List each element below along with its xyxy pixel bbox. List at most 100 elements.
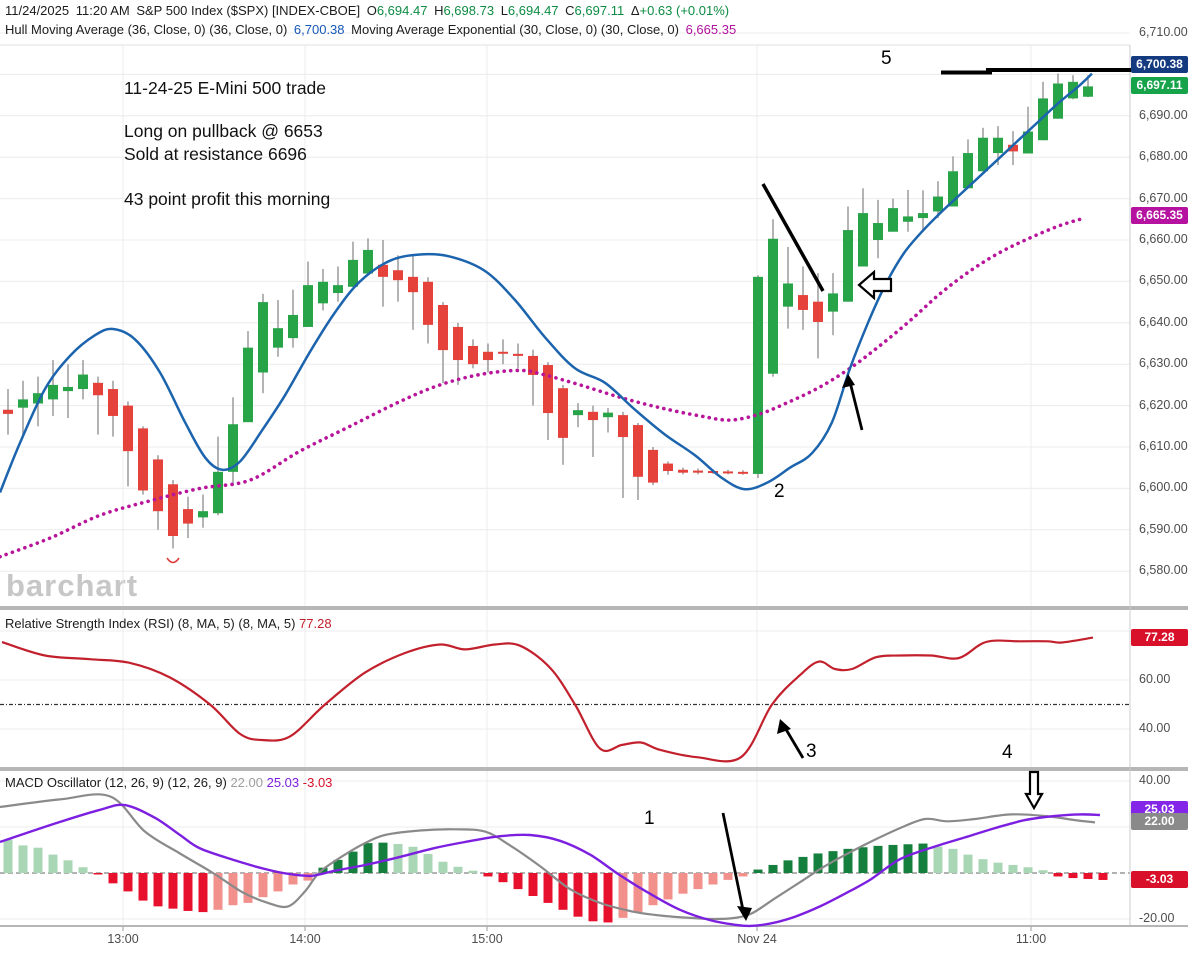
macd-histogram-bar — [1068, 873, 1078, 879]
candle — [1053, 83, 1063, 119]
macd-histogram-bar — [468, 870, 478, 873]
candle — [618, 415, 628, 438]
hull-ma-value: 6,700.38 — [293, 22, 345, 37]
macd-histogram-bar — [723, 873, 733, 880]
macd-histogram-bar — [483, 873, 493, 877]
macd-title-label: MACD Oscillator (12, 26, 9) (12, 26, 9) — [5, 775, 227, 790]
candle — [78, 374, 88, 390]
candle — [18, 399, 28, 408]
candle — [33, 393, 43, 404]
macd-histogram-bar — [378, 842, 388, 873]
trade-note-line-1: 11-24-25 E-Mini 500 trade — [124, 78, 327, 98]
rsi-axis-label: 60.00 — [1139, 672, 1171, 686]
price-axis-label: 6,640.00 — [1139, 314, 1188, 329]
macd-histogram-bar — [228, 873, 238, 906]
swing-low-red-arc — [166, 557, 180, 564]
candle — [243, 347, 253, 423]
macd-histogram-bar — [78, 867, 88, 873]
candle — [153, 459, 163, 512]
price-axis-label: 6,620.00 — [1139, 397, 1188, 412]
macd-histogram-bar — [603, 873, 613, 923]
macd-histogram-bar — [1053, 873, 1063, 877]
macd-histogram-bar — [903, 844, 913, 873]
macd-histogram-bar — [648, 873, 658, 906]
candle — [168, 484, 178, 537]
annotation-label-4: 4 — [1002, 742, 1013, 763]
macd-histogram-bar — [753, 869, 763, 873]
trade-note-line-3: Sold at resistance 6696 — [124, 144, 307, 164]
ema-value: 6,665.35 — [685, 22, 737, 37]
macd-histogram-bar — [333, 859, 343, 873]
header-date: 11/24/2025 — [5, 3, 70, 18]
candle — [588, 411, 598, 421]
candle — [648, 449, 658, 483]
candle — [483, 351, 493, 361]
candle — [513, 353, 523, 356]
candle — [333, 285, 343, 293]
candle — [303, 285, 313, 327]
candle — [273, 328, 283, 348]
axis-value-badge: 6,665.35 — [1131, 207, 1188, 224]
macd-histogram-bar — [243, 873, 253, 903]
candle — [858, 213, 868, 267]
arrow-annotation — [848, 381, 864, 431]
macd-signal-line — [0, 803, 1101, 928]
arrow-head — [777, 719, 791, 734]
x-axis-border — [0, 925, 1188, 927]
macd-histogram-bar — [993, 862, 1003, 873]
header-time: 11:20 AM — [75, 3, 130, 18]
candle — [3, 409, 13, 414]
hollow-left-arrow-annotation — [857, 269, 893, 301]
trendline-annotation — [761, 183, 825, 292]
macd-histogram-bar — [453, 866, 463, 873]
rsi-axis-label: 40.00 — [1139, 721, 1171, 735]
macd-histogram-bar — [873, 845, 883, 873]
hull-ma-line — [0, 72, 1093, 494]
macd-histogram-bar — [558, 873, 568, 910]
macd-histogram-bar — [123, 873, 133, 892]
candle — [363, 249, 373, 274]
macd-histogram-bar — [888, 844, 898, 873]
macd-histogram-bar — [108, 873, 118, 884]
macd-histogram-bar — [738, 873, 748, 877]
macd-histogram-bar — [183, 873, 193, 911]
candle — [1083, 86, 1093, 97]
candle — [963, 153, 973, 189]
rsi-title-label: Relative Strength Index (RSI) (8, MA, 5)… — [5, 616, 296, 631]
close-label: C — [565, 3, 575, 18]
macd-line-value: 22.00 — [230, 775, 263, 790]
price-axis-label: 6,590.00 — [1139, 521, 1188, 536]
candle — [288, 314, 298, 339]
high-value: 6,698.73 — [443, 3, 495, 18]
ema-dotted-line — [0, 216, 1087, 559]
macd-histogram-bar — [1038, 870, 1048, 873]
macd-histogram-bar — [363, 843, 373, 873]
macd-histogram-bar — [798, 856, 808, 873]
candle — [543, 365, 553, 414]
candle — [423, 281, 433, 325]
candle — [393, 270, 403, 281]
candle — [993, 137, 1003, 154]
macd-histogram-bar — [198, 873, 208, 913]
macd-histogram-bar — [678, 873, 688, 894]
arrow-head — [737, 906, 752, 921]
macd-histogram-bar — [1023, 867, 1033, 873]
macd-histogram-bar — [978, 859, 988, 873]
macd-histogram-bar — [858, 847, 868, 873]
low-label: L — [500, 3, 508, 18]
candle — [48, 384, 58, 400]
macd-histogram-bar — [933, 846, 943, 873]
time-axis-label: 15:00 — [471, 932, 503, 946]
annotation-label-3: 3 — [806, 741, 817, 762]
macd-histogram-bar — [813, 853, 823, 873]
candle — [138, 428, 148, 491]
candle — [498, 351, 508, 354]
price-axis-label: 6,690.00 — [1139, 107, 1188, 122]
time-axis-label: 13:00 — [107, 932, 139, 946]
rsi-line — [1, 636, 1094, 763]
candle — [663, 463, 673, 472]
candle — [183, 509, 193, 524]
macd-histogram-bar — [918, 843, 928, 873]
candle — [558, 388, 568, 438]
